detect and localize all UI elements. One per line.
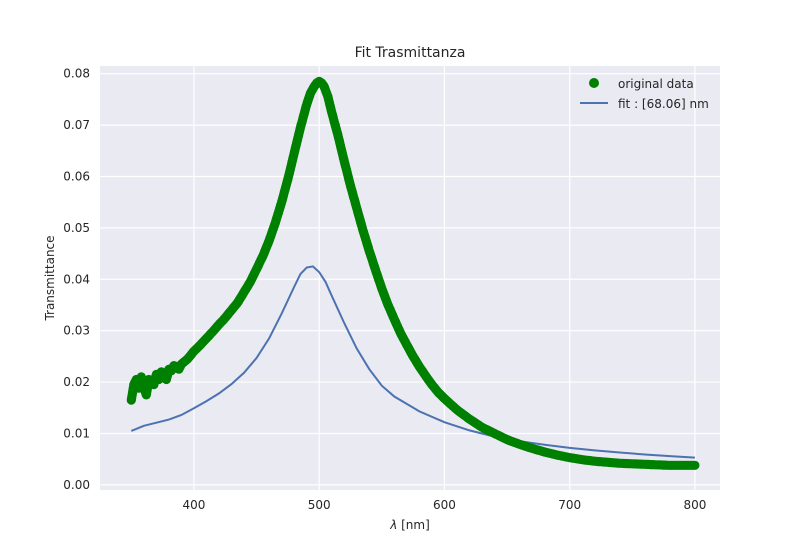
y-tick-label: 0.06 xyxy=(63,169,90,183)
y-tick-label: 0.08 xyxy=(63,67,90,81)
fit-line xyxy=(130,265,695,459)
x-axis-label: λ [nm] xyxy=(389,518,430,532)
x-tick-label: 600 xyxy=(433,498,456,512)
y-tick-label: 0.00 xyxy=(63,478,90,492)
y-tick-label: 0.01 xyxy=(63,426,90,440)
fit-line-layer xyxy=(130,265,695,459)
y-tick-labels: 0.00 0.01 0.02 0.03 0.04 0.05 0.06 0.07 0.08 xyxy=(63,67,90,492)
x-tick-labels: 400 500 600 700 800 xyxy=(182,498,706,512)
y-tick-label: 0.02 xyxy=(63,375,90,389)
y-tick-label: 0.04 xyxy=(63,272,90,286)
x-axis-unit: [nm] xyxy=(397,518,429,532)
grid xyxy=(100,66,720,490)
x-tick-label: 500 xyxy=(308,498,331,512)
plot-area xyxy=(100,66,720,490)
x-tick-label: 800 xyxy=(683,498,706,512)
x-tick-label: 400 xyxy=(182,498,205,512)
markers-layer xyxy=(126,76,700,470)
y-tick-label: 0.05 xyxy=(63,221,90,235)
legend: original data fit : [68.06] nm xyxy=(580,77,709,111)
y-axis-label: Transmittance xyxy=(43,235,57,321)
legend-label-fit: fit : [68.06] nm xyxy=(618,97,709,111)
y-tick-label: 0.07 xyxy=(63,118,90,132)
legend-marker-original-data xyxy=(589,78,599,88)
chart-title: Fit Trasmittanza xyxy=(355,45,466,61)
y-tick-label: 0.03 xyxy=(63,324,90,338)
data-point xyxy=(690,460,700,470)
x-axis-symbol: λ xyxy=(389,518,397,532)
x-tick-label: 700 xyxy=(558,498,581,512)
legend-label-original-data: original data xyxy=(618,77,694,91)
